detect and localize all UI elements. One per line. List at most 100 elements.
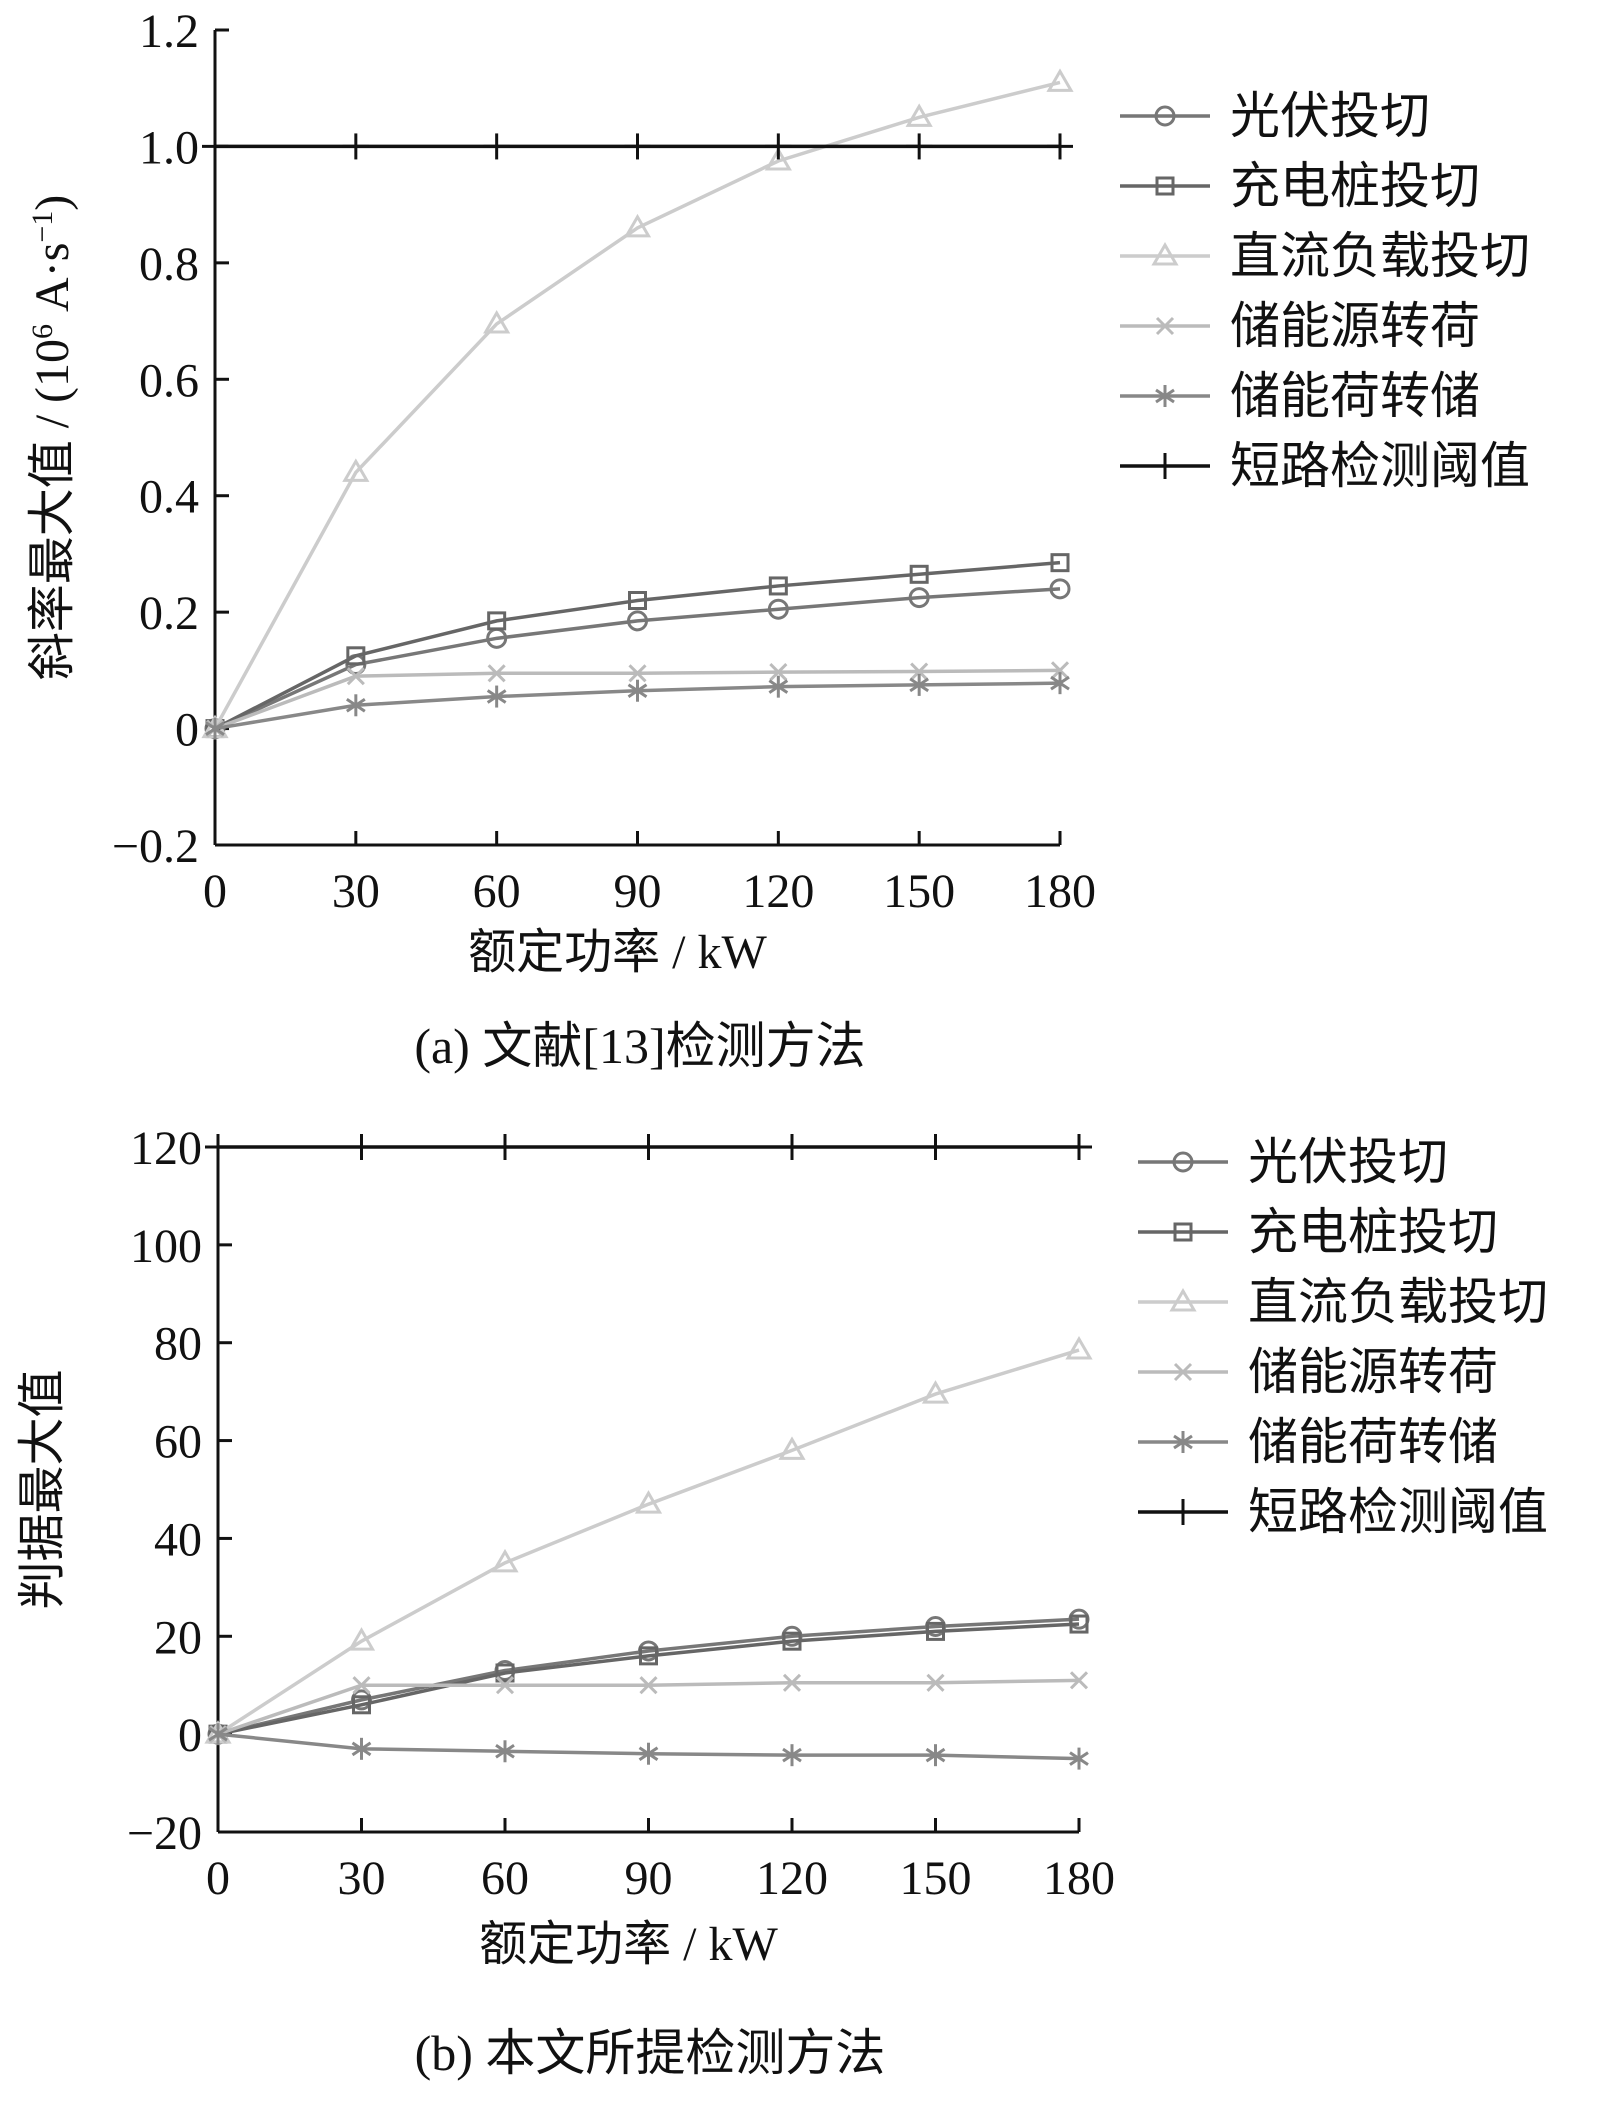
legend-marker-shape [1169, 1288, 1197, 1312]
legend-marker-shape [1172, 1151, 1194, 1173]
x-tick-label: 180 [1043, 1852, 1115, 1905]
data-point-shape [628, 591, 647, 610]
legend-item: 短路检测阈值 [1120, 438, 1530, 494]
data-point [906, 133, 933, 160]
data-point [347, 1627, 376, 1651]
data-point-shape [767, 598, 789, 620]
data-point [1046, 68, 1074, 92]
data-point [495, 1663, 515, 1683]
data-point-stroke [205, 721, 225, 736]
series-layer [201, 68, 1074, 740]
data-point [908, 587, 930, 609]
y-tick-label: 0 [175, 704, 199, 757]
data-point [778, 1436, 806, 1460]
data-point [351, 1737, 372, 1760]
legend-item: 光伏投切 [1120, 88, 1430, 144]
data-point [769, 663, 788, 682]
legend-marker-stroke [1155, 388, 1175, 404]
data-point [926, 1673, 945, 1692]
data-point [491, 1548, 519, 1573]
legend-label: 直流负载投切 [1248, 1274, 1548, 1330]
data-point [768, 576, 788, 596]
legend-marker [1155, 316, 1175, 336]
data-point-shape [921, 1380, 950, 1404]
data-point [495, 1740, 515, 1763]
y-tick-label: 0.2 [139, 587, 199, 640]
data-point-stroke [910, 662, 929, 681]
legend-item: 直流负载投切 [1120, 228, 1530, 284]
legend-label: 储能荷转储 [1230, 368, 1480, 424]
data-point [628, 664, 647, 683]
legend-label: 短路检测阈值 [1230, 438, 1530, 494]
y-tick-label: 120 [130, 1122, 202, 1175]
y-tick-label: 1.2 [139, 5, 199, 58]
data-point-stroke [638, 1746, 659, 1761]
series-line [213, 80, 1061, 730]
legend-item: 储能源转荷 [1138, 1344, 1498, 1400]
data-point [486, 685, 507, 708]
data-point-stroke [768, 679, 789, 694]
data-point [1069, 1671, 1089, 1690]
data-point [205, 1134, 231, 1160]
data-point-stroke [1069, 1671, 1089, 1690]
data-point [1069, 1614, 1089, 1634]
legend-label: 储能源转荷 [1230, 298, 1480, 354]
data-point [635, 1134, 662, 1160]
data-point-stroke [926, 1673, 945, 1692]
data-point [922, 1134, 949, 1160]
data-point [905, 103, 933, 127]
data-point [1047, 133, 1073, 160]
data-point [205, 717, 225, 740]
data-point [909, 673, 929, 696]
data-point-stroke [639, 1676, 658, 1695]
data-point-shape [352, 1695, 371, 1715]
x-tick-label: 120 [742, 865, 814, 918]
legend-marker [1151, 242, 1179, 266]
data-point [623, 213, 652, 238]
panel-caption: (b) 本文所提检测方法 [415, 2025, 886, 2081]
data-point-shape [768, 576, 788, 596]
y-tick-label: −20 [127, 1807, 202, 1860]
data-point [492, 1134, 518, 1160]
data-point-shape [639, 1646, 658, 1666]
data-point-stroke [486, 689, 507, 704]
data-point [1069, 1747, 1089, 1770]
data-point [638, 1742, 659, 1765]
legend-label: 光伏投切 [1248, 1134, 1448, 1190]
legend-marker [1155, 176, 1175, 196]
data-point-shape [634, 1490, 663, 1514]
data-point [1050, 672, 1070, 695]
data-point [909, 564, 929, 584]
legend-marker-stroke [1155, 316, 1175, 336]
data-point [1050, 661, 1070, 680]
x-tick-label: 90 [625, 1852, 673, 1905]
data-point [208, 1723, 228, 1746]
data-point-shape [1046, 68, 1074, 92]
data-point [925, 1744, 946, 1767]
x-tick-label: 150 [883, 865, 955, 918]
data-point-stroke [1050, 661, 1070, 680]
x-tick-label: 0 [206, 1852, 230, 1905]
legend-marker [1152, 453, 1178, 479]
legend-marker-shape [1155, 176, 1175, 196]
series-plus [202, 133, 1073, 160]
legend-marker [1173, 1362, 1193, 1382]
legend-marker [1170, 1499, 1196, 1525]
data-point-shape [1050, 553, 1070, 573]
legend-marker-stroke [1173, 1362, 1193, 1382]
data-point [342, 133, 369, 160]
data-point [483, 309, 511, 334]
data-point-stroke [782, 1673, 802, 1692]
data-point [627, 679, 648, 702]
y-tick-label: 0.4 [139, 471, 199, 524]
y-tick-label: 0.6 [139, 354, 199, 407]
data-point-shape [487, 611, 507, 631]
data-point-stroke [346, 698, 366, 713]
series-asterisk [208, 1723, 1089, 1770]
data-point-stroke [925, 1747, 946, 1763]
legend-marker [1169, 1288, 1197, 1312]
y-tick-label: 40 [154, 1513, 202, 1566]
